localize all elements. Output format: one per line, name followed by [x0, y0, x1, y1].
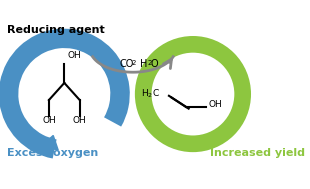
Text: H: H	[140, 59, 148, 69]
Text: OH: OH	[73, 115, 86, 125]
Text: Reducing agent: Reducing agent	[7, 26, 104, 36]
Text: Excess oxygen: Excess oxygen	[7, 148, 98, 158]
Text: Increased yield: Increased yield	[210, 148, 305, 158]
Text: 2: 2	[131, 60, 135, 66]
Text: OH: OH	[42, 115, 56, 125]
Text: OH: OH	[68, 51, 82, 60]
Text: 2: 2	[148, 60, 152, 66]
Text: H$_2$C: H$_2$C	[141, 88, 160, 100]
Text: O: O	[151, 59, 158, 69]
Polygon shape	[42, 136, 58, 150]
Text: OH: OH	[208, 100, 222, 109]
Text: CO: CO	[120, 59, 134, 69]
